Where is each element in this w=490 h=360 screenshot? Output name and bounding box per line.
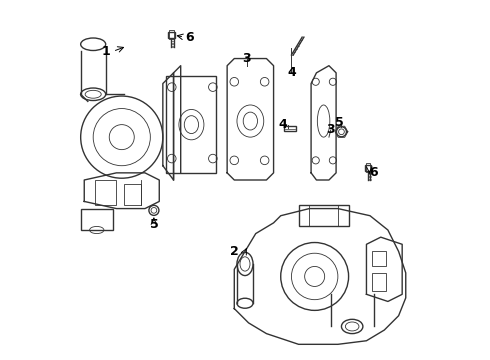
- Text: 5: 5: [149, 218, 158, 231]
- Bar: [365, 165, 371, 171]
- Polygon shape: [84, 173, 159, 208]
- Polygon shape: [163, 73, 173, 180]
- Bar: [366, 163, 370, 172]
- Bar: [95, 180, 117, 205]
- Bar: [372, 251, 386, 266]
- Text: 5: 5: [335, 116, 344, 129]
- Bar: [168, 32, 174, 38]
- Polygon shape: [227, 59, 273, 180]
- Bar: [169, 30, 173, 39]
- Text: 3: 3: [243, 52, 251, 65]
- Text: 4: 4: [287, 66, 296, 79]
- Bar: [81, 208, 113, 230]
- Polygon shape: [311, 66, 336, 180]
- Bar: [298, 205, 348, 226]
- Polygon shape: [173, 66, 181, 180]
- Bar: [284, 126, 296, 131]
- Text: 6: 6: [369, 166, 378, 179]
- Polygon shape: [234, 208, 406, 344]
- Text: 1: 1: [101, 45, 110, 58]
- Bar: [123, 184, 142, 205]
- Bar: [167, 76, 217, 173]
- Text: 6: 6: [185, 31, 194, 44]
- Polygon shape: [367, 237, 402, 301]
- Text: 2: 2: [230, 245, 239, 258]
- Text: 4: 4: [278, 118, 287, 131]
- Text: 3: 3: [326, 123, 335, 136]
- Bar: [372, 273, 386, 291]
